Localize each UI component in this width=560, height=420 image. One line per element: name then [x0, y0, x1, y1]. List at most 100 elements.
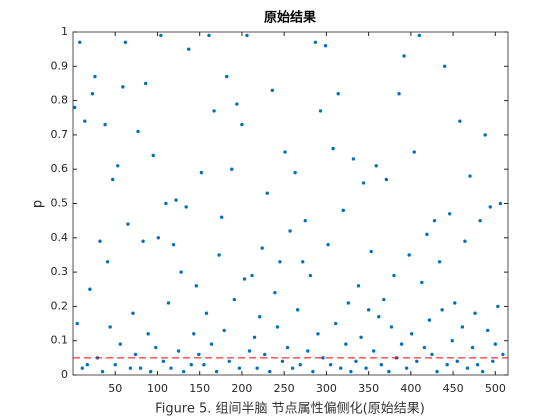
point — [245, 33, 249, 38]
point — [171, 242, 176, 247]
point — [483, 133, 487, 137]
point — [103, 122, 107, 127]
point — [412, 150, 416, 154]
y-tick-label: 1 — [61, 25, 68, 38]
point — [493, 342, 498, 346]
point — [435, 369, 439, 374]
point — [351, 157, 356, 161]
point — [382, 297, 386, 302]
point — [404, 366, 409, 370]
point — [498, 201, 503, 206]
point — [488, 205, 492, 209]
x-tick-label: 300 — [316, 382, 337, 395]
point — [159, 33, 163, 38]
point — [88, 287, 92, 291]
point — [83, 119, 87, 123]
point — [133, 352, 138, 357]
point — [189, 363, 193, 367]
point — [316, 332, 320, 336]
point — [303, 218, 307, 223]
point — [212, 109, 216, 113]
point — [422, 345, 427, 350]
point — [275, 325, 280, 329]
point — [410, 332, 414, 336]
point — [138, 366, 143, 370]
point — [501, 352, 505, 357]
point — [184, 205, 188, 209]
point — [80, 366, 84, 370]
y-tick-label: 0.1 — [51, 334, 69, 347]
point — [232, 297, 237, 302]
point — [290, 366, 295, 370]
axes-box — [72, 31, 509, 376]
point — [356, 284, 361, 288]
point — [331, 146, 335, 151]
point — [161, 359, 166, 363]
point — [453, 301, 457, 305]
point — [301, 260, 305, 264]
point — [293, 170, 297, 175]
point — [295, 308, 300, 312]
point — [389, 325, 394, 329]
point — [333, 321, 338, 326]
x-tick-label: 400 — [400, 382, 421, 395]
point — [207, 33, 211, 38]
point — [255, 366, 259, 370]
point — [202, 363, 206, 367]
point — [164, 201, 168, 206]
point — [478, 218, 482, 223]
point — [209, 342, 214, 346]
point — [179, 270, 183, 274]
y-tick-label: 0.6 — [51, 162, 69, 175]
point — [341, 208, 345, 213]
point — [181, 369, 186, 374]
point — [397, 92, 401, 96]
point — [458, 119, 462, 123]
point — [85, 363, 90, 367]
point — [78, 40, 82, 44]
point — [344, 342, 348, 346]
point — [470, 345, 475, 350]
point — [197, 352, 201, 357]
point — [379, 363, 384, 367]
point — [427, 318, 432, 322]
point — [187, 47, 191, 51]
point — [194, 284, 199, 288]
point — [349, 369, 353, 374]
point — [204, 311, 209, 315]
point — [339, 366, 343, 370]
point — [143, 81, 148, 86]
point — [440, 308, 444, 312]
point — [336, 92, 340, 96]
point — [113, 363, 117, 367]
point — [260, 246, 264, 250]
point — [131, 311, 135, 315]
point — [214, 369, 219, 374]
point — [174, 198, 178, 202]
point — [326, 242, 330, 247]
y-tick-label: 0.9 — [51, 59, 69, 72]
point — [354, 359, 358, 363]
point — [384, 177, 389, 182]
point — [480, 369, 485, 374]
point — [93, 74, 97, 79]
point — [257, 314, 262, 319]
point — [415, 359, 419, 363]
point — [491, 359, 495, 363]
point — [268, 369, 272, 374]
point — [374, 164, 378, 168]
point — [123, 40, 128, 44]
point — [288, 229, 292, 233]
point — [369, 249, 373, 254]
point — [280, 359, 285, 363]
y-tick-label: 0.5 — [51, 197, 69, 210]
x-tick-label: 450 — [443, 382, 464, 395]
point — [230, 167, 234, 171]
point — [237, 366, 242, 370]
point — [136, 129, 140, 134]
point — [323, 44, 328, 48]
point — [311, 369, 315, 374]
point — [473, 311, 477, 315]
point — [465, 366, 470, 370]
